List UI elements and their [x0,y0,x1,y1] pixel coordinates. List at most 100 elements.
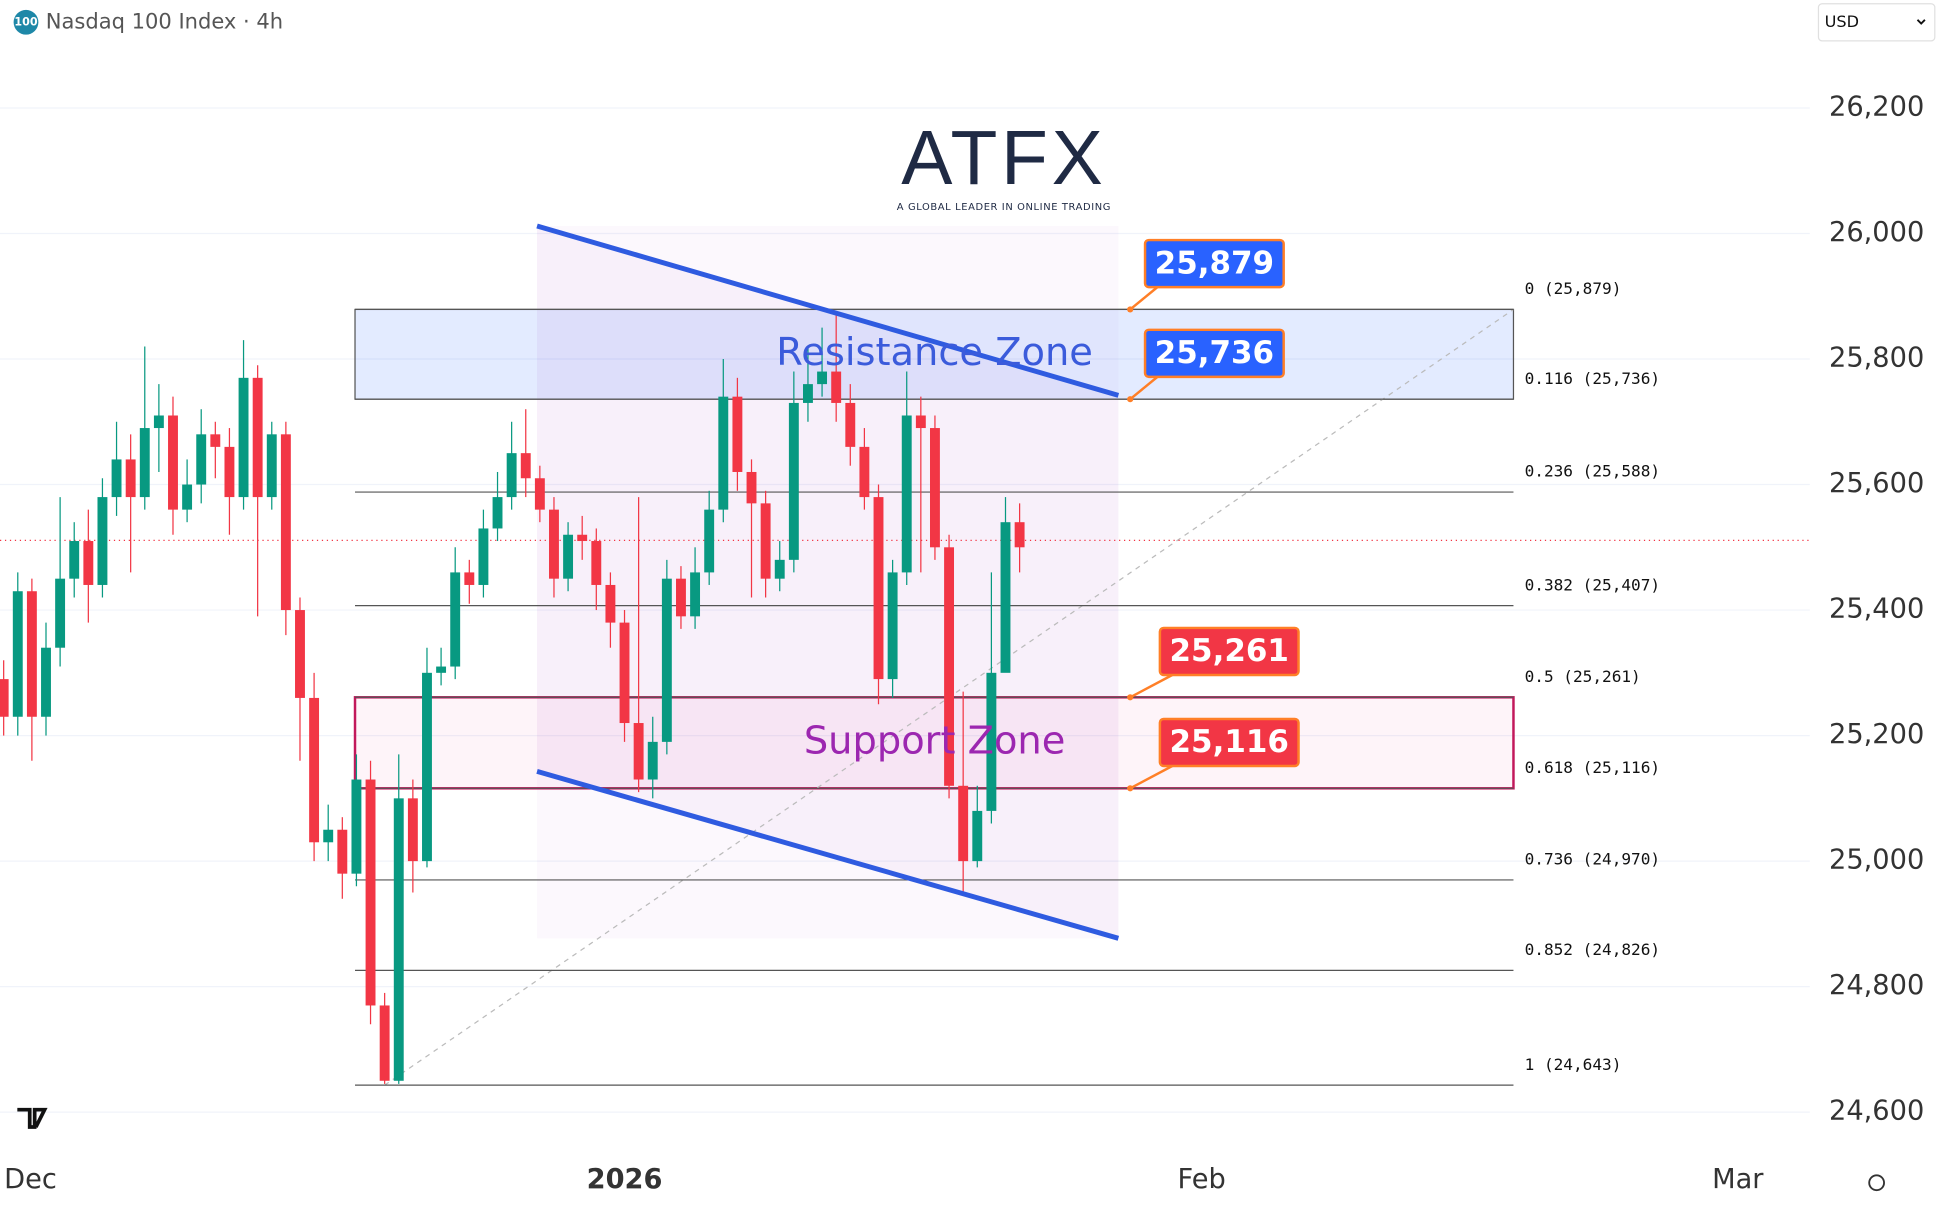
candle-body [295,610,305,698]
candle-body [337,829,348,874]
candle-body [577,534,588,542]
settings-icon[interactable] [1868,1174,1885,1192]
y-tick-label: 25,800 [1829,343,1924,374]
tag-pointer [1129,673,1173,699]
logo-tagline: A GLOBAL LEADER IN ONLINE TRADING [897,202,1111,213]
candle-body [718,396,729,510]
candle-body [111,459,122,498]
candle-body [280,434,291,611]
candle-body [534,478,545,510]
candle-body [986,672,997,811]
candle-body [422,672,432,862]
candle-body [168,415,178,510]
dropdown-arrow [1916,19,1926,25]
channel-fill [537,225,1119,939]
y-tick-label: 25,000 [1829,845,1924,876]
candle-body [1014,522,1025,548]
candle-body [309,697,320,843]
tag-box [1143,328,1285,379]
tag-box [1158,626,1300,677]
y-tick-label: 26,200 [1829,91,1924,122]
x-tick-label: 2026 [587,1164,663,1195]
badge [13,9,39,35]
candle-body [605,584,616,623]
tag-pointer [1129,286,1159,311]
candle-body [407,798,418,862]
tag-anchor [1127,306,1134,313]
candle-body [97,497,108,585]
fib-label: 0.382 (25,407) [1525,575,1660,594]
tag-anchor [1127,785,1134,792]
candle-body [845,402,856,447]
candle-body [929,428,940,548]
zone-label: Resistance Zone [776,330,1093,375]
candle-body [520,453,531,479]
candle-body [252,377,263,498]
y-tick-label: 26,000 [1829,217,1924,248]
candle-body [901,415,912,573]
candle-body [591,541,602,585]
candle-body [944,547,955,786]
candle-body [506,453,517,498]
y-tick-label: 24,600 [1829,1096,1924,1127]
candle-body [139,428,150,498]
candle-body [125,459,136,498]
plot: 24,600 24,800 25,000 25,200 25,400 25,600 25,8… [0,91,1924,1195]
candle-body [351,779,362,874]
channel-line [536,768,1120,941]
x-tick-label: Feb [1178,1164,1226,1195]
fib-label: 0.116 (25,736) [1525,369,1660,388]
candle-body [69,541,80,579]
y-tick-label: 24,800 [1829,970,1924,1001]
fib-label: 1 (24,643) [1525,1055,1622,1074]
candle-body [266,434,277,498]
zone [354,308,1515,400]
candle-body [224,446,235,498]
logo: ATFX [901,116,1106,201]
candle-body [958,785,969,862]
x-tick-label: Mar [1712,1164,1764,1195]
fib-label: 0.5 (25,261) [1525,667,1641,686]
candle-body [41,647,51,717]
tv-logo [17,1107,48,1129]
y-tick-label: 25,600 [1829,468,1924,499]
candle-body [972,810,983,862]
candle-body [323,829,334,843]
candle-body [12,591,23,717]
candle-body [633,723,644,780]
candle-body [26,591,37,717]
candle-body [887,572,898,680]
fib-label: 0.618 (25,116) [1525,758,1660,777]
tag-anchor [1127,694,1134,701]
candle-body [760,503,771,579]
candle-body [83,541,94,585]
x-tick-label: Dec [4,1164,57,1195]
candle-body [704,509,715,573]
candle-body [393,798,404,1081]
currency-select[interactable] [1817,3,1936,42]
candle-body [859,446,870,498]
y-tick-label: 25,200 [1829,719,1924,750]
candle-body [873,497,884,680]
tag-label: 25,879 [1155,245,1274,281]
candle-body [478,528,489,585]
candle-body [365,779,376,1006]
candle-body [915,415,926,429]
candle-body [563,534,574,579]
tag-label: 25,736 [1155,335,1274,371]
candle-body [238,377,249,498]
zone-label: Support Zone [804,718,1066,763]
candle-body [436,666,447,673]
candle-body [746,471,757,504]
candle-body [1000,522,1011,673]
candle-body [379,1005,390,1081]
tag-box [1158,717,1300,768]
fib-label: 0.236 (25,588) [1525,462,1660,481]
y-tick-label: 25,400 [1829,594,1924,625]
candle-body [549,509,559,579]
candle-body [661,578,672,742]
tag-pointer [1129,764,1173,790]
candle-body [153,415,164,429]
